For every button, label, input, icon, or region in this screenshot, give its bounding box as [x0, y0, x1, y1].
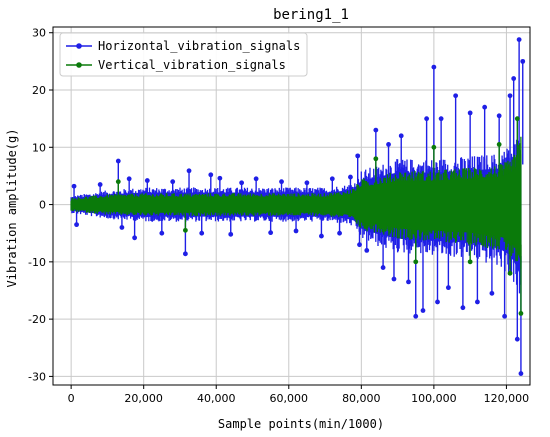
series-Vertical_vibration_signals: [70, 116, 524, 316]
peak-point: [293, 228, 299, 234]
peak-point: [438, 116, 444, 122]
y-axis-label: Vibration amplitude(g): [5, 129, 19, 288]
peak-point: [329, 176, 335, 182]
peak-point: [460, 305, 466, 311]
peak-point: [348, 174, 353, 180]
y-tick-label: 20: [32, 84, 46, 97]
peak-point: [467, 259, 473, 265]
peak-point: [482, 104, 488, 110]
legend: Horizontal_vibration_signals Vertical_vib…: [59, 32, 308, 77]
peak-point: [186, 168, 192, 174]
peak-point: [514, 336, 520, 342]
peak-point: [159, 230, 165, 236]
peak-point: [380, 265, 386, 270]
peak-point: [337, 230, 342, 236]
peak-point: [431, 64, 437, 70]
peak-point: [126, 176, 132, 182]
peak-point: [496, 142, 502, 147]
legend-swatch-marker: [76, 62, 82, 68]
peak-point: [304, 180, 310, 186]
y-tick-label: 0: [39, 199, 46, 212]
peak-point: [144, 178, 150, 183]
peak-point: [217, 175, 223, 181]
x-tick-label: 40,000: [197, 392, 236, 405]
peak-point: [119, 225, 125, 230]
x-axis-label: Sample points(min/1000): [218, 417, 384, 431]
peak-point: [413, 259, 419, 265]
peak-point: [355, 153, 361, 159]
peak-point: [520, 58, 526, 64]
x-tick-label: 80,000: [342, 392, 381, 405]
peak-point: [475, 299, 480, 305]
y-tick-label: 30: [32, 27, 46, 40]
peak-point: [398, 133, 404, 139]
peak-point: [413, 313, 419, 319]
peak-point: [319, 233, 324, 239]
peak-point: [516, 37, 522, 43]
peak-point: [268, 230, 274, 236]
peak-point: [279, 179, 284, 185]
peak-point: [182, 251, 188, 257]
chart-title: bering1_1: [273, 7, 349, 23]
peak-point: [518, 371, 524, 376]
peak-point: [386, 142, 391, 147]
peak-point: [391, 276, 397, 282]
x-tick-label: 60,000: [270, 392, 309, 405]
tick-labels: 0 20,000 40,000 60,000 80,000 100,000 120,000 -…: [28, 27, 529, 405]
peak-point: [373, 156, 379, 162]
legend-box: [59, 32, 308, 77]
peak-point: [170, 179, 176, 185]
x-tick-label: 20,000: [124, 392, 163, 405]
peak-point: [431, 144, 437, 150]
x-tick-label: 120,000: [484, 392, 530, 405]
peak-point: [435, 299, 440, 305]
peak-point: [507, 270, 513, 276]
peak-point: [208, 172, 214, 178]
peak-point: [132, 235, 138, 241]
peak-point: [182, 227, 188, 233]
axes: [52, 26, 531, 386]
y-tick-label: -30: [28, 370, 46, 383]
legend-label: Horizontal_vibration_signals: [98, 39, 300, 53]
plot-frame: [52, 26, 531, 386]
y-tick-label: -10: [28, 256, 46, 269]
legend-swatch-marker: [76, 43, 82, 49]
y-tick-label: -20: [28, 313, 46, 326]
y-tick-label: 10: [32, 141, 46, 154]
peak-point: [489, 290, 495, 296]
peak-point: [420, 308, 426, 313]
peak-point: [453, 93, 459, 99]
peak-point: [74, 222, 79, 228]
peak-point: [364, 247, 370, 253]
peak-point: [228, 231, 234, 237]
peak-point: [424, 116, 430, 122]
peak-point: [445, 285, 451, 291]
peak-point: [511, 76, 517, 81]
peak-point: [71, 183, 77, 189]
legend-label: Vertical_vibration_signals: [98, 58, 286, 72]
peak-point: [467, 110, 473, 116]
peak-point: [115, 179, 121, 185]
peak-point: [502, 313, 508, 319]
signal-core: [71, 156, 521, 261]
peak-point: [518, 311, 524, 316]
peak-point: [507, 93, 513, 99]
series-layer: [70, 37, 526, 376]
peak-point: [357, 242, 362, 248]
x-tick-label: 0: [68, 392, 75, 405]
peak-point: [406, 279, 411, 285]
peak-point: [373, 127, 379, 133]
peak-point: [97, 182, 103, 187]
peak-point: [239, 180, 245, 186]
peak-point: [115, 158, 121, 164]
peak-point: [199, 230, 205, 236]
peak-point: [253, 176, 259, 182]
x-tick-label: 100,000: [411, 392, 457, 405]
peak-point: [514, 116, 520, 122]
peak-point: [496, 113, 502, 119]
